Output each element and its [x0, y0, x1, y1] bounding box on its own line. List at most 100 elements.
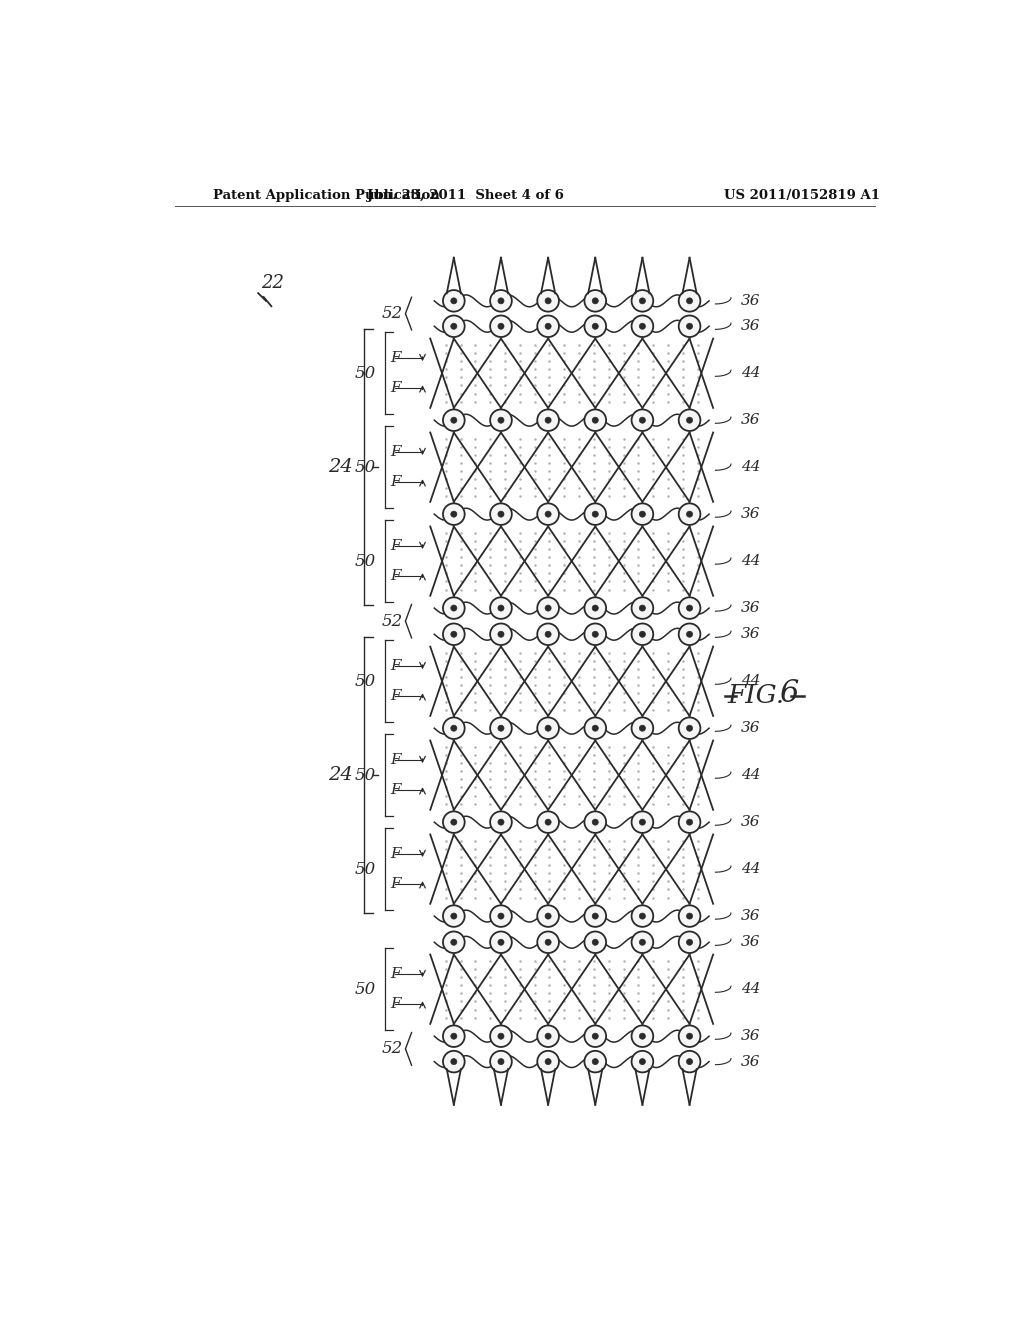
- Circle shape: [639, 940, 645, 945]
- Circle shape: [592, 725, 598, 731]
- Circle shape: [538, 1051, 559, 1072]
- Text: F: F: [390, 445, 400, 459]
- Text: F: F: [390, 569, 400, 583]
- Text: 52: 52: [382, 612, 403, 630]
- Circle shape: [490, 409, 512, 430]
- Circle shape: [686, 605, 692, 611]
- Circle shape: [443, 290, 465, 312]
- Circle shape: [639, 298, 645, 304]
- Circle shape: [443, 315, 465, 337]
- Circle shape: [585, 718, 606, 739]
- Circle shape: [632, 597, 653, 619]
- Circle shape: [639, 605, 645, 611]
- Text: 50: 50: [354, 553, 376, 570]
- Circle shape: [443, 623, 465, 645]
- Circle shape: [632, 503, 653, 525]
- Circle shape: [538, 290, 559, 312]
- Circle shape: [538, 503, 559, 525]
- Circle shape: [585, 812, 606, 833]
- Circle shape: [592, 820, 598, 825]
- Circle shape: [679, 315, 700, 337]
- Circle shape: [451, 913, 457, 919]
- Circle shape: [592, 511, 598, 517]
- Circle shape: [686, 323, 692, 329]
- Text: 36: 36: [741, 601, 761, 615]
- Circle shape: [632, 623, 653, 645]
- Circle shape: [632, 290, 653, 312]
- Circle shape: [490, 597, 512, 619]
- Circle shape: [545, 605, 551, 611]
- Circle shape: [686, 725, 692, 731]
- Circle shape: [451, 820, 457, 825]
- Circle shape: [639, 631, 645, 638]
- Circle shape: [498, 605, 504, 611]
- Circle shape: [639, 417, 645, 424]
- Circle shape: [686, 1034, 692, 1039]
- Circle shape: [498, 323, 504, 329]
- Circle shape: [585, 290, 606, 312]
- Circle shape: [545, 511, 551, 517]
- Text: 36: 36: [741, 721, 761, 735]
- Circle shape: [490, 315, 512, 337]
- Text: F: F: [390, 689, 400, 704]
- Circle shape: [592, 631, 598, 638]
- Circle shape: [498, 725, 504, 731]
- Circle shape: [545, 323, 551, 329]
- Circle shape: [443, 597, 465, 619]
- Text: 44: 44: [741, 982, 761, 997]
- Text: F: F: [390, 539, 400, 553]
- Circle shape: [490, 290, 512, 312]
- Circle shape: [443, 932, 465, 953]
- Circle shape: [686, 1059, 692, 1065]
- Circle shape: [686, 631, 692, 638]
- Circle shape: [679, 597, 700, 619]
- Circle shape: [498, 820, 504, 825]
- Text: 36: 36: [741, 1030, 761, 1043]
- Circle shape: [632, 906, 653, 927]
- Circle shape: [545, 298, 551, 304]
- Circle shape: [498, 1059, 504, 1065]
- Circle shape: [686, 940, 692, 945]
- Text: F: F: [390, 351, 400, 366]
- Text: 24: 24: [328, 766, 352, 784]
- Text: F: F: [390, 968, 400, 981]
- Text: 36: 36: [741, 909, 761, 923]
- Circle shape: [490, 503, 512, 525]
- Text: F: F: [390, 381, 400, 396]
- Circle shape: [490, 932, 512, 953]
- Text: 36: 36: [741, 319, 761, 333]
- Text: F: F: [390, 659, 400, 673]
- Circle shape: [679, 623, 700, 645]
- Circle shape: [443, 1026, 465, 1047]
- Circle shape: [451, 323, 457, 329]
- Text: F: F: [390, 998, 400, 1011]
- Circle shape: [498, 940, 504, 945]
- Circle shape: [632, 315, 653, 337]
- Circle shape: [592, 940, 598, 945]
- Circle shape: [451, 725, 457, 731]
- Circle shape: [632, 932, 653, 953]
- Circle shape: [592, 605, 598, 611]
- Circle shape: [490, 718, 512, 739]
- Circle shape: [451, 1034, 457, 1039]
- Circle shape: [679, 718, 700, 739]
- Text: 50: 50: [354, 364, 376, 381]
- Text: 52: 52: [382, 305, 403, 322]
- Circle shape: [443, 409, 465, 430]
- Circle shape: [538, 623, 559, 645]
- Circle shape: [545, 417, 551, 424]
- Circle shape: [592, 1034, 598, 1039]
- Circle shape: [592, 1059, 598, 1065]
- Circle shape: [639, 820, 645, 825]
- Circle shape: [592, 323, 598, 329]
- Text: 44: 44: [741, 554, 761, 568]
- Text: 50: 50: [354, 673, 376, 690]
- Circle shape: [632, 718, 653, 739]
- Circle shape: [451, 940, 457, 945]
- Circle shape: [545, 940, 551, 945]
- Circle shape: [679, 1051, 700, 1072]
- Circle shape: [585, 597, 606, 619]
- Text: 36: 36: [741, 816, 761, 829]
- Circle shape: [585, 315, 606, 337]
- Circle shape: [679, 290, 700, 312]
